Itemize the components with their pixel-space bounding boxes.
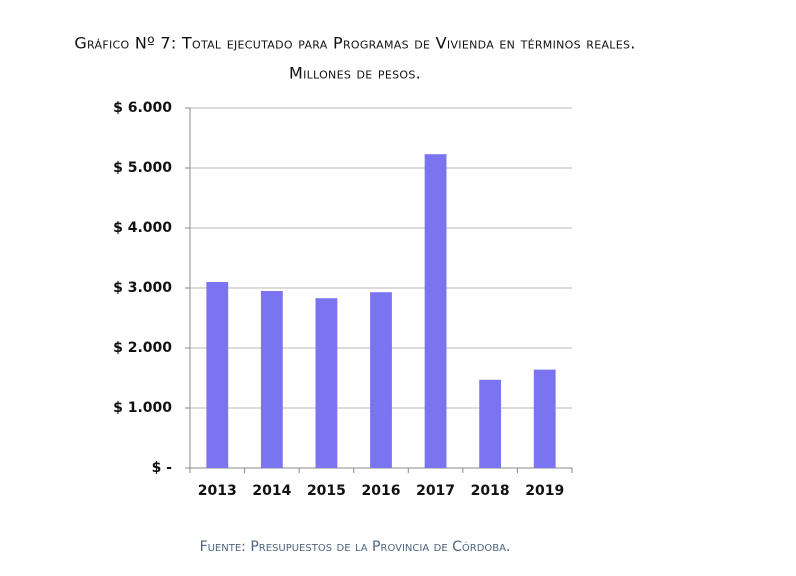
x-tick-label: 2016 <box>362 483 401 499</box>
x-tick-label: 2018 <box>471 483 510 499</box>
y-tick-label: $ 4.000 <box>113 220 172 236</box>
y-tick-label: $ - <box>152 460 173 476</box>
bar <box>370 292 392 468</box>
x-tick-label: 2015 <box>307 483 346 499</box>
chart-title: Gráfico Nº 7: Total ejecutado para Progr… <box>74 34 635 53</box>
y-tick-label: $ 1.000 <box>113 400 172 416</box>
x-tick-label: 2014 <box>252 483 291 499</box>
bar <box>206 282 229 468</box>
chart-subtitle: Millones de pesos. <box>289 64 421 83</box>
bar <box>315 298 338 468</box>
y-tick-label: $ 2.000 <box>113 340 172 356</box>
y-tick-label: $ 5.000 <box>113 160 172 176</box>
y-tick-label: $ 3.000 <box>113 280 172 296</box>
bar <box>260 291 283 468</box>
x-tick-label: 2017 <box>416 483 455 499</box>
x-tick-label: 2019 <box>525 483 564 499</box>
x-tick-label: 2013 <box>198 483 237 499</box>
bar <box>479 379 502 468</box>
y-tick-label: $ 6.000 <box>113 100 172 116</box>
bar <box>424 154 447 468</box>
bar <box>533 369 556 468</box>
source-note: Fuente: Presupuestos de la Provincia de … <box>200 539 511 555</box>
